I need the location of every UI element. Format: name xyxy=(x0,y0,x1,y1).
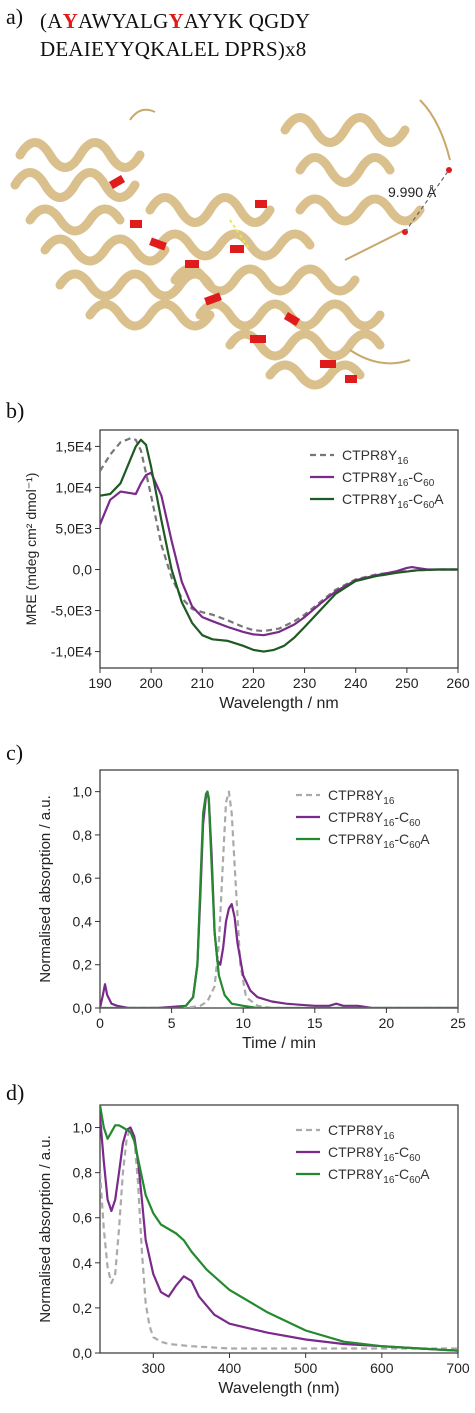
distance-label: 9.990 Å xyxy=(388,184,437,200)
x-tick-label-5: 25 xyxy=(450,1015,466,1031)
panel-a-label: a) xyxy=(6,4,24,29)
y-axis-label: Normalised absorption / a.u. xyxy=(37,1135,54,1323)
y-tick-label-1: 0,2 xyxy=(73,957,93,973)
y-tick-label-2: 0,0 xyxy=(73,562,93,578)
legend-label-2: CTPR8Y16-C60A xyxy=(328,831,430,851)
legend-label-2: CTPR8Y16-C60A xyxy=(328,1166,430,1186)
x-axis-label: Time / min xyxy=(242,1035,316,1052)
seq-seg-1: Y xyxy=(62,9,78,33)
plot-frame xyxy=(99,769,459,1009)
sequence-line-1: (AYAWYALGYAYYK QGDY xyxy=(40,8,310,34)
y-tick-label-2: 0,4 xyxy=(73,1255,93,1271)
cd-spectrum-chart: 190 200 210 220 230 240 250 260 -1,0E4 -5,0E3 0,0 5… xyxy=(23,429,470,712)
y-tick-label-0: -1,0E4 xyxy=(51,644,92,660)
seq-seg-3: Y xyxy=(168,9,184,33)
x-tick-label-3: 600 xyxy=(370,1360,394,1376)
x-tick-label-4: 700 xyxy=(446,1360,470,1376)
panel-b-label: b) xyxy=(6,398,25,423)
y-axis-label: MRE (mdeg cm² dmol⁻¹) xyxy=(23,473,39,626)
x-tick-label-2: 10 xyxy=(235,1015,251,1031)
y-tick-label-2: 0,4 xyxy=(73,913,93,929)
protein-structure-illustration xyxy=(10,99,452,390)
x-axis-label: Wavelength (nm) xyxy=(218,1380,339,1397)
seq-seg-2: AWYALG xyxy=(77,9,169,33)
x-tick-label-4: 20 xyxy=(379,1015,395,1031)
series-line-2 xyxy=(100,790,458,1008)
y-tick-label-3: 0,6 xyxy=(73,870,93,886)
legend-label-2: CTPR8Y16-C60A xyxy=(342,491,444,511)
x-tick-label-7: 260 xyxy=(446,675,470,691)
series-line-0 xyxy=(100,437,458,633)
series-line-1 xyxy=(100,1116,458,1352)
x-tick-label-1: 5 xyxy=(168,1015,176,1031)
x-tick-label-2: 500 xyxy=(294,1360,318,1376)
legend-label-1: CTPR8Y16-C60 xyxy=(328,809,421,829)
x-tick-label-1: 400 xyxy=(218,1360,242,1376)
y-tick-label-5: 1,0 xyxy=(73,1120,93,1136)
panel-c-label: c) xyxy=(6,740,24,765)
y-tick-label-4: 0,8 xyxy=(73,1165,93,1181)
y-tick-label-0: 0,0 xyxy=(73,1000,93,1016)
series-line-1 xyxy=(100,471,458,637)
seq-seg-0: (A xyxy=(40,9,63,33)
x-tick-label-0: 190 xyxy=(88,675,112,691)
x-tick-label-4: 230 xyxy=(293,675,317,691)
panel-d-label: d) xyxy=(6,1080,25,1105)
legend-label-0: CTPR8Y16 xyxy=(328,787,395,807)
plot-frame xyxy=(99,429,459,669)
x-tick-label-6: 250 xyxy=(395,675,419,691)
series-line-1 xyxy=(100,790,458,1008)
y-tick-label-0: 0,0 xyxy=(73,1345,93,1361)
y-tick-label-1: -5,0E3 xyxy=(51,603,92,619)
x-tick-label-5: 240 xyxy=(344,675,368,691)
x-tick-label-0: 0 xyxy=(96,1015,104,1031)
seq-seg-4: AYYK QGDY xyxy=(183,9,311,33)
y-tick-label-3: 0,6 xyxy=(73,1210,93,1226)
plot-frame xyxy=(99,1104,459,1354)
x-axis-label: Wavelength / nm xyxy=(219,695,338,712)
series-line-2 xyxy=(100,1105,458,1352)
x-tick-label-2: 210 xyxy=(191,675,215,691)
series-line-2 xyxy=(100,438,458,653)
series-line-0 xyxy=(100,790,458,1008)
legend-label-0: CTPR8Y16 xyxy=(342,447,409,467)
uv-vis-absorption-chart: 300 400 500 600 700 0,0 0,2 0,4 0,6 0,8 1,0 Wavelen… xyxy=(37,1104,470,1397)
y-tick-label-5: 1,0 xyxy=(73,784,93,800)
y-tick-label-1: 0,2 xyxy=(73,1300,93,1316)
x-tick-label-3: 15 xyxy=(307,1015,323,1031)
legend-label-0: CTPR8Y16 xyxy=(328,1122,395,1142)
hplc-chromatogram-chart: 0 5 10 15 20 25 0,0 0,2 0,4 0,6 0,8 1,0 Time / min No… xyxy=(37,769,466,1052)
x-tick-label-1: 200 xyxy=(139,675,163,691)
legend-label-1: CTPR8Y16-C60 xyxy=(328,1144,421,1164)
series-line-0 xyxy=(100,1126,458,1350)
y-tick-label-4: 0,8 xyxy=(73,827,93,843)
sequence-line-2: DEAIEYYQKALEL DPRS)x8 xyxy=(40,37,307,61)
y-axis-label: Normalised absorption / a.u. xyxy=(37,795,54,983)
x-tick-label-0: 300 xyxy=(142,1360,166,1376)
x-tick-label-3: 220 xyxy=(242,675,266,691)
legend-label-1: CTPR8Y16-C60 xyxy=(342,469,435,489)
y-tick-label-3: 5,0E3 xyxy=(55,520,92,536)
y-tick-label-4: 1,0E4 xyxy=(55,479,92,495)
y-tick-label-5: 1,5E4 xyxy=(55,438,92,454)
